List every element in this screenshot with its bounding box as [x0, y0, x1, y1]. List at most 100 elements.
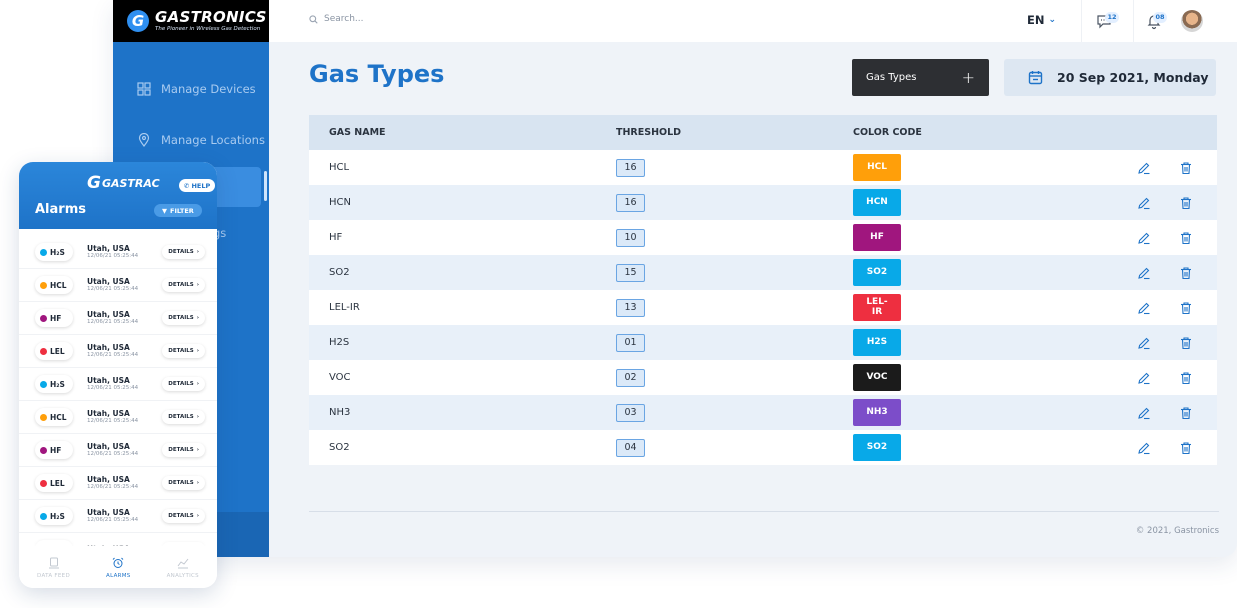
details-button[interactable]: DETAILS ›	[162, 509, 205, 523]
alarm-item[interactable]: HF Utah, USA 12/06/21 05:25:44 DETAILS ›	[19, 434, 217, 467]
color-code-chip: H2S	[853, 329, 901, 356]
delete-icon[interactable]	[1179, 196, 1193, 210]
brand-tagline: The Pioneer in Wireless Gas Detection	[155, 25, 261, 32]
edit-icon[interactable]	[1137, 406, 1151, 420]
mobile-nav-item[interactable]: DATA FEED	[37, 557, 70, 579]
analytics-icon	[177, 557, 189, 571]
threshold-value[interactable]: 15	[616, 263, 645, 282]
gas-label: HCL	[50, 412, 67, 422]
delete-icon[interactable]	[1179, 231, 1193, 245]
threshold-value[interactable]: 04	[616, 438, 645, 457]
delete-icon[interactable]	[1179, 336, 1193, 350]
alarm-item[interactable]: HCL Utah, USA 12/06/21 05:25:44 DETAILS …	[19, 401, 217, 434]
avatar[interactable]	[1181, 10, 1203, 32]
threshold-value[interactable]: 02	[616, 368, 645, 387]
alarm-time: 12/06/21 05:25:44	[87, 418, 139, 425]
details-label: DETAILS	[168, 348, 194, 354]
details-button[interactable]: DETAILS ›	[162, 377, 205, 391]
alarm-location: Utah, USA	[87, 474, 130, 484]
edit-icon[interactable]	[1137, 196, 1151, 210]
alarm-location: Utah, USA	[87, 309, 130, 319]
chevron-right-icon: ›	[196, 414, 199, 420]
threshold-value[interactable]: 16	[616, 193, 645, 212]
threshold-value[interactable]: 10	[616, 228, 645, 247]
divider	[1081, 0, 1082, 42]
alarm-time: 12/06/21 05:25:44	[87, 352, 139, 359]
mobile-nav-item[interactable]: ANALYTICS	[167, 557, 199, 579]
alarm-item[interactable]: HCL Utah, USA 12/06/21 05:25:44 DETAILS …	[19, 269, 217, 302]
alarm-list: H₂S Utah, USA 12/06/21 05:25:44 DETAILS …	[19, 236, 217, 566]
edit-icon[interactable]	[1137, 231, 1151, 245]
threshold-value[interactable]: 13	[616, 298, 645, 317]
details-label: DETAILS	[168, 381, 194, 387]
chevron-down-icon: ⌄	[1048, 15, 1057, 25]
search-box[interactable]: Search...	[309, 14, 364, 24]
language-selector[interactable]: EN ⌄	[1027, 13, 1056, 27]
delete-icon[interactable]	[1179, 441, 1193, 455]
column-header-threshold[interactable]: THRESHOLD	[616, 127, 682, 138]
details-button[interactable]: DETAILS ›	[162, 344, 205, 358]
details-button[interactable]: DETAILS ›	[162, 245, 205, 259]
details-button[interactable]: DETAILS ›	[162, 476, 205, 490]
alarm-item[interactable]: H₂S Utah, USA 12/06/21 05:25:44 DETAILS …	[19, 236, 217, 269]
column-header-color-code[interactable]: COLOR CODE	[853, 127, 922, 138]
gas-label: HF	[50, 313, 62, 323]
gas-name-cell: H2S	[329, 337, 350, 348]
delete-icon[interactable]	[1179, 266, 1193, 280]
alarm-item[interactable]: H₂S Utah, USA 12/06/21 05:25:44 DETAILS …	[19, 500, 217, 533]
alarm-location: Utah, USA	[87, 276, 130, 286]
grid-icon	[137, 82, 151, 96]
threshold-value[interactable]: 03	[616, 403, 645, 422]
mobile-title: Alarms	[35, 202, 86, 217]
brand-logo[interactable]: G GASTRONICS The Pioneer in Wireless Gas…	[113, 0, 269, 42]
alarm-item[interactable]: H₂S Utah, USA 12/06/21 05:25:44 DETAILS …	[19, 368, 217, 401]
delete-icon[interactable]	[1179, 371, 1193, 385]
alarm-location: Utah, USA	[87, 507, 130, 517]
status-dot	[40, 314, 47, 322]
color-code-chip: NH3	[853, 399, 901, 426]
color-code-chip: HCN	[853, 189, 901, 216]
delete-icon[interactable]	[1179, 161, 1193, 175]
alarm-time: 12/06/21 05:25:44	[87, 451, 139, 458]
alarm-time: 12/06/21 05:25:44	[87, 253, 139, 260]
search-input[interactable]: Search...	[324, 14, 364, 24]
edit-icon[interactable]	[1137, 441, 1151, 455]
gas-label: H₂S	[50, 247, 65, 257]
edit-icon[interactable]	[1137, 161, 1151, 175]
alarm-time: 12/06/21 05:25:44	[87, 385, 139, 392]
edit-icon[interactable]	[1137, 371, 1151, 385]
delete-icon[interactable]	[1179, 406, 1193, 420]
alarm-item[interactable]: LEL Utah, USA 12/06/21 05:25:44 DETAILS …	[19, 467, 217, 500]
alarm-location: Utah, USA	[87, 342, 130, 352]
sidebar-item-manage-locations[interactable]: Manage Locations	[137, 133, 265, 147]
threshold-value[interactable]: 16	[616, 158, 645, 177]
sidebar-item-manage-devices[interactable]: Manage Devices	[137, 82, 256, 96]
alarm-location: Utah, USA	[87, 375, 130, 385]
edit-icon[interactable]	[1137, 336, 1151, 350]
details-button[interactable]: DETAILS ›	[162, 443, 205, 457]
language-label: EN	[1027, 13, 1045, 27]
gas-name-cell: SO2	[329, 267, 350, 278]
gas-pill: LEL	[35, 474, 73, 492]
date-display[interactable]: 20 Sep 2021, Monday	[1004, 59, 1216, 96]
edit-icon[interactable]	[1137, 301, 1151, 315]
delete-icon[interactable]	[1179, 301, 1193, 315]
alarm-item[interactable]: LEL Utah, USA 12/06/21 05:25:44 DETAILS …	[19, 335, 217, 368]
add-gas-type-button[interactable]: Gas Types +	[852, 59, 989, 96]
details-button[interactable]: DETAILS ›	[162, 410, 205, 424]
mobile-nav-item[interactable]: ALARMS	[106, 557, 131, 579]
color-code-label: H2S	[866, 336, 888, 347]
help-button[interactable]: ✆ HELP	[179, 179, 216, 192]
alarm-item[interactable]: HF Utah, USA 12/06/21 05:25:44 DETAILS ›	[19, 302, 217, 335]
filter-button[interactable]: ▼ FILTER	[154, 204, 202, 217]
details-button[interactable]: DETAILS ›	[162, 311, 205, 325]
details-button[interactable]: DETAILS ›	[162, 278, 205, 292]
table-row: LEL-IR 13 LEL- IR	[309, 290, 1217, 325]
threshold-value[interactable]: 01	[616, 333, 645, 352]
details-label: DETAILS	[168, 282, 194, 288]
edit-icon[interactable]	[1137, 266, 1151, 280]
chevron-right-icon: ›	[196, 249, 199, 255]
column-header-gas-name[interactable]: GAS NAME	[329, 127, 386, 138]
table-row: SO2 15 SO2	[309, 255, 1217, 290]
add-button-label: Gas Types	[866, 72, 917, 83]
